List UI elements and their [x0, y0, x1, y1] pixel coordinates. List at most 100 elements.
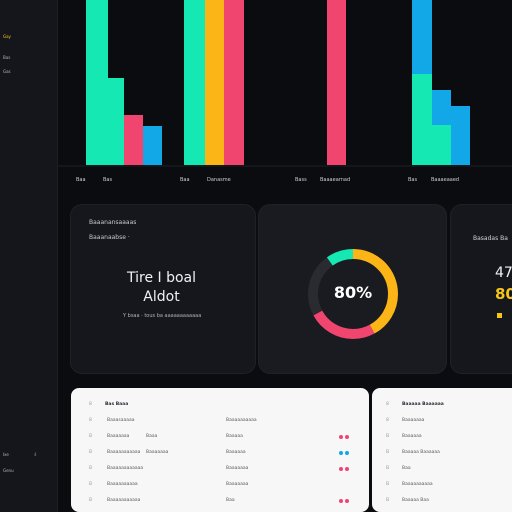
sidebar-item-2[interactable]: Bas — [3, 55, 11, 60]
row-name: Baaaaaaa — [402, 418, 425, 423]
sidebar-item-active[interactable]: Gay — [3, 34, 11, 39]
row-value: Baa — [226, 498, 235, 503]
donut-segment-dark — [308, 249, 398, 339]
status-dot — [345, 467, 349, 471]
stat-value-1: 47 — [495, 265, 512, 281]
row-index: B — [89, 434, 93, 439]
xlabel-g2-a: Baa — [180, 177, 190, 183]
donut-percent-label: 80% — [333, 283, 373, 302]
row-name: Baaaaaa — [402, 434, 422, 439]
bar-g3-pink — [327, 0, 346, 165]
sidebar-item-bottom-2[interactable]: Genu — [3, 468, 14, 473]
sidebar-item-3[interactable]: Gas — [3, 69, 11, 74]
sidebar: Gay Bas Gas Ixe 4 Genu — [0, 0, 58, 512]
row-name: Baaaaaaaaaaa — [107, 450, 141, 455]
table-panel-left: 8 Bas Baaa 8 Baaasaaaaa Baaaaaaaaaa B Baaaaa… — [71, 388, 369, 512]
row-index: B — [89, 482, 93, 487]
row-index: B — [386, 450, 390, 455]
donut-segment-pink — [308, 249, 398, 339]
table-right-header: 8 Baaaaa Baaaaaa — [372, 402, 512, 412]
table-row[interactable]: B Baaaaaaaaaaa Baa — [71, 498, 369, 508]
table-row[interactable]: B Baaaaaa — [372, 434, 512, 444]
header-right-idx: 8 — [386, 402, 389, 407]
table-row[interactable]: B Baaaaa Baaaaaa — [372, 450, 512, 460]
top-bar-chart: Baa Bas Baa Danasme Bass Baaaearnad Bas … — [57, 0, 512, 198]
card-subtitle: Baaanaabse · — [89, 234, 130, 241]
row-category: Baaaaaaa — [146, 450, 169, 455]
donut-segment-teal — [308, 249, 398, 339]
xlabel-g3-b: Baaaearnad — [320, 177, 351, 183]
row-index: B — [386, 466, 390, 471]
table-row[interactable]: 8 Baaasaaaaa Baaaaaaaaaa — [71, 418, 369, 428]
row-value: Baaaaaaa — [226, 482, 249, 487]
table-row[interactable]: B Baa — [372, 466, 512, 476]
xlabel-g4-a: Bas — [408, 177, 418, 183]
row-index: B — [386, 498, 390, 503]
stat-value-2: 80 — [495, 285, 512, 303]
row-name: Baaaaa Baa — [402, 498, 429, 503]
bar-g4-teal2 — [432, 125, 451, 165]
row-index: B — [89, 498, 93, 503]
row-index: B — [89, 466, 93, 471]
bar-g4-blue — [412, 0, 432, 74]
row-index: B — [386, 434, 390, 439]
row-value: Baaaaaa — [226, 450, 246, 455]
bar-g4-teal — [412, 74, 432, 165]
row-index: 8 — [386, 418, 389, 423]
status-dot — [339, 451, 343, 455]
row-value: Baaaaa — [226, 434, 243, 439]
summary-card[interactable]: Baaanansaaaas Baaanaabse · Tire I boal A… — [70, 204, 256, 374]
bar-chart-svg — [57, 0, 512, 167]
table-title: Bas Baaa — [105, 402, 129, 407]
bar-g2-yellow — [205, 0, 224, 165]
donut-card[interactable]: 80% — [258, 204, 447, 374]
table-row[interactable]: B Baaaaaaaaaaa Baaaaaaa Baaaaaa — [71, 450, 369, 460]
sidebar-item-bottom-1[interactable]: Ixe — [3, 452, 9, 457]
row-name: Baaasaaaaa — [107, 418, 135, 423]
table-row[interactable]: B Baaaaa Baa — [372, 498, 512, 508]
table-row[interactable]: 8 Baaaaaaa — [372, 418, 512, 428]
row-value: Baaaaaaa — [226, 466, 249, 471]
row-category: Baaa — [146, 434, 158, 439]
row-value: Baaaaaaaaaa — [226, 418, 257, 423]
bar-g1-pink — [124, 115, 143, 165]
row-name: Baa — [402, 466, 411, 471]
stat-card[interactable]: Basadas Ba 47 80 — [450, 204, 512, 374]
xlabel-g1-b: Bas — [103, 177, 113, 183]
bar-g2-pink — [224, 0, 244, 165]
bar-g1-blue — [143, 126, 162, 165]
card-big-text: Tire I boal Aldot — [127, 269, 196, 307]
sidebar-count: 4 — [34, 452, 37, 457]
card-meta: Y bsaa · tous ba aaaaaaaaaaaa — [123, 313, 202, 319]
stat-title: Basadas Ba — [473, 235, 508, 242]
status-dot — [345, 435, 349, 439]
xlabel-g1-a: Baa — [76, 177, 86, 183]
header-idx: 8 — [89, 402, 92, 407]
row-name: Baaaaaaa — [107, 434, 130, 439]
row-name: Baaaaaaaaaaa — [107, 498, 141, 503]
status-dot — [339, 435, 343, 439]
table-row[interactable]: B Baaaaaaaaaa — [372, 482, 512, 492]
row-name: Baaaaaaaaaa — [107, 482, 138, 487]
table-row[interactable]: B Baaaaaaaaaa Baaaaaaa — [71, 482, 369, 492]
xlabel-g4-b: Baaaeaaed — [431, 177, 460, 183]
xlabel-g3-a: Bass — [295, 177, 307, 183]
bar-g2-teal — [184, 0, 205, 165]
table-row[interactable]: B Baaaaaaa Baaa Baaaaa — [71, 434, 369, 444]
row-name: Baaaaaaaaaaaa — [107, 466, 144, 471]
table-panel-right: 8 Baaaaa Baaaaaa 8 Baaaaaaa B Baaaaaa B Baaaa… — [372, 388, 512, 512]
row-index: B — [89, 450, 93, 455]
table-header: 8 Bas Baaa — [71, 402, 369, 412]
row-name: Baaaaaaaaaa — [402, 482, 433, 487]
bar-g1-teal — [86, 0, 108, 165]
status-dot — [339, 499, 343, 503]
row-name: Baaaaa Baaaaaa — [402, 450, 440, 455]
table-row[interactable]: B Baaaaaaaaaaaa Baaaaaaa — [71, 466, 369, 476]
status-dot — [345, 451, 349, 455]
status-dot — [345, 499, 349, 503]
row-index: B — [386, 482, 390, 487]
donut-chart — [308, 249, 398, 339]
bar-g1-teal-step — [108, 78, 124, 165]
card-big-line-2: Aldot — [143, 289, 180, 305]
xlabel-g2-b: Danasme — [207, 177, 231, 183]
